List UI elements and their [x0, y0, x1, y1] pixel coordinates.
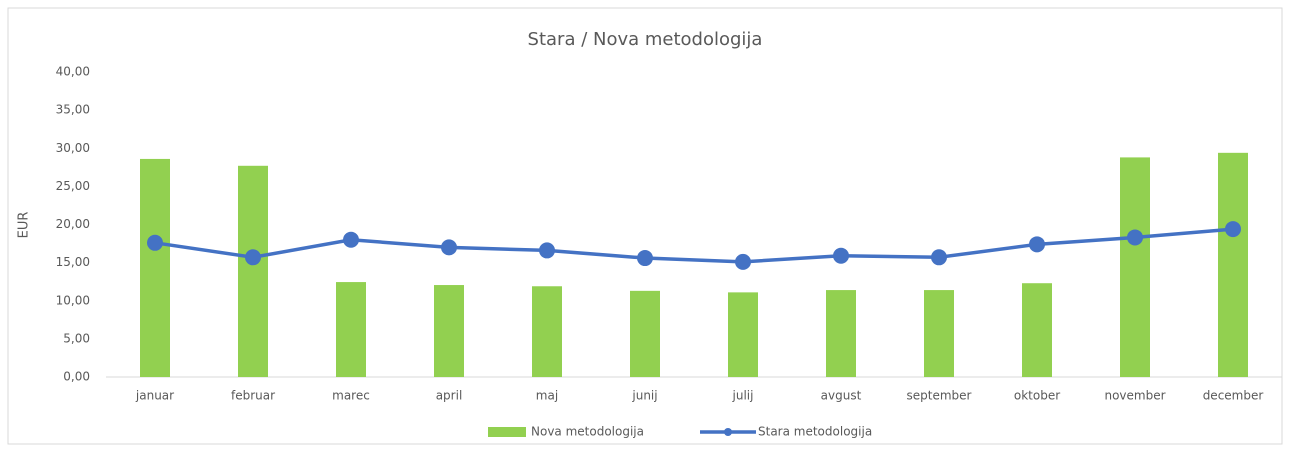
- x-tick-label: januar: [135, 389, 174, 403]
- marker: [1029, 236, 1045, 253]
- bar: [728, 292, 758, 377]
- marker: [931, 249, 947, 266]
- bar: [1120, 157, 1150, 377]
- bar: [532, 286, 562, 377]
- marker: [343, 231, 359, 248]
- bar: [140, 158, 170, 377]
- y-tick-label: 25,00: [56, 179, 90, 193]
- x-tick-label: december: [1203, 389, 1264, 403]
- x-tick-label: maj: [536, 389, 558, 403]
- x-tick-label: marec: [332, 389, 370, 403]
- legend-swatch: [724, 428, 732, 436]
- marker: [245, 249, 261, 266]
- marker: [833, 247, 849, 264]
- marker: [1225, 221, 1241, 238]
- y-tick-label: 15,00: [56, 255, 90, 269]
- legend-label: Nova metodologija: [531, 425, 644, 439]
- bar: [630, 290, 660, 377]
- x-tick-label: september: [907, 389, 972, 403]
- line: [154, 227, 1234, 264]
- bar: [336, 282, 366, 377]
- bar: [238, 165, 268, 377]
- legend-label: Stara metodologija: [758, 425, 872, 439]
- bar: [826, 290, 856, 377]
- chart-frame: [7, 7, 1283, 445]
- bar: [924, 290, 954, 377]
- x-tick-label: april: [436, 389, 463, 403]
- y-tick-label: 20,00: [56, 217, 90, 231]
- x-tick-label: oktober: [1014, 389, 1060, 403]
- legend-swatch: [488, 427, 526, 437]
- marker: [735, 253, 751, 270]
- x-tick-label: junij: [631, 389, 657, 403]
- y-tick-label: 0,00: [63, 370, 90, 384]
- y-tick-label: 10,00: [56, 293, 90, 307]
- x-tick-label: februar: [231, 389, 275, 403]
- marker: [539, 242, 555, 259]
- y-tick-label: 35,00: [56, 103, 90, 117]
- bar: [434, 285, 464, 377]
- bar: [1218, 152, 1248, 377]
- x-tick-label: november: [1104, 389, 1165, 403]
- marker: [637, 250, 653, 267]
- y-tick-label: 40,00: [56, 65, 90, 79]
- marker: [1127, 229, 1143, 246]
- marker: [147, 234, 163, 251]
- marker: [441, 239, 457, 256]
- chart-title: Stara / Nova metodologija: [528, 29, 763, 50]
- y-tick-label: 5,00: [63, 331, 90, 345]
- bar: [1022, 283, 1052, 377]
- x-tick-label: avgust: [821, 389, 862, 403]
- y-tick-label: 30,00: [56, 141, 90, 155]
- y-axis-title: EUR: [17, 212, 32, 239]
- x-tick-label: julij: [732, 389, 754, 403]
